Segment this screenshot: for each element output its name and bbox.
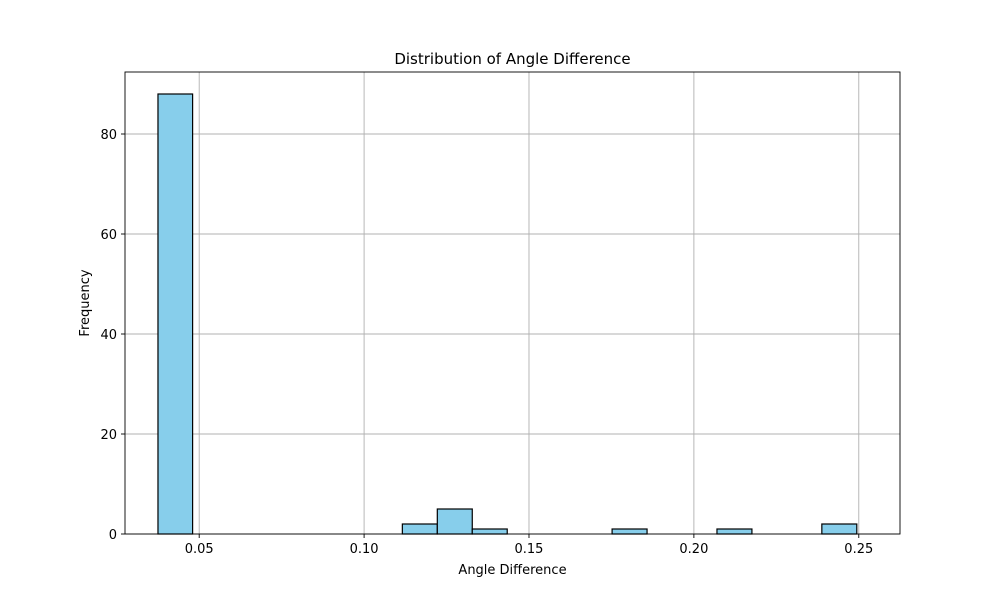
- y-tick-label: 40: [100, 328, 117, 343]
- y-tick-label: 20: [100, 428, 117, 443]
- x-tick-label: 0.15: [515, 542, 544, 557]
- histogram-bar: [436, 508, 473, 535]
- histogram-bar: [611, 528, 648, 535]
- y-axis-label: Frequency: [78, 269, 93, 336]
- x-tick-label: 0.20: [679, 542, 708, 557]
- bar-layer: [157, 93, 858, 535]
- x-tick-label: 0.25: [844, 542, 873, 557]
- grid-layer: [125, 72, 900, 535]
- y-tick-label: 60: [100, 228, 117, 243]
- x-tick-label: 0.10: [350, 542, 379, 557]
- chart-title: Distribution of Angle Difference: [394, 50, 630, 68]
- plot-frame: [124, 71, 901, 535]
- histogram-bar: [401, 523, 438, 535]
- x-axis-label: Angle Difference: [458, 563, 566, 578]
- histogram-bar: [471, 528, 508, 535]
- x-tick-label: 0.05: [185, 542, 214, 557]
- y-tick-label: 0: [109, 528, 117, 543]
- histogram-bar: [821, 523, 858, 535]
- tick-layer: 0.05 0.10 0.15 0.20 0.25 0 20 40 60 80: [100, 128, 873, 557]
- histogram-bar: [157, 93, 194, 535]
- y-tick-label: 80: [100, 128, 117, 143]
- histogram-bar: [716, 528, 753, 535]
